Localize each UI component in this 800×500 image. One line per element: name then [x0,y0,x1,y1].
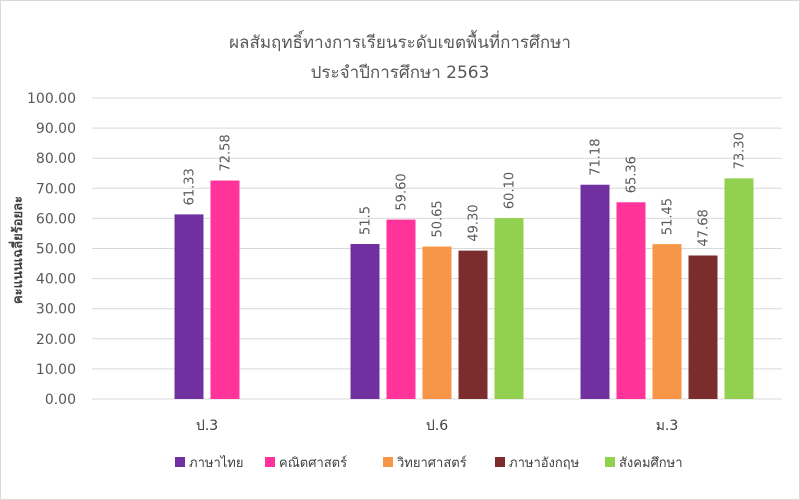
data-label: 73.30 [733,132,748,169]
legend-swatch [605,457,615,467]
y-tick-label: 30.00 [36,302,76,318]
legend-swatch [265,457,275,467]
legend: ภาษาไทย คณิตศาสตร์ วิทยาศาสตร์ ภาษาอังกฤษ สั… [175,455,683,471]
y-tick-label: 0.00 [45,392,76,408]
data-label: 50.65 [431,200,446,237]
category-labels: ป.3 ป.6 ม.3 [196,418,678,434]
data-label: 65.36 [625,156,640,193]
y-tick-label: 70.00 [36,181,76,197]
y-tick-label: 60.00 [36,211,76,227]
bar [350,243,380,399]
bar [580,184,610,399]
y-tick-label: 80.00 [36,151,76,167]
bar [210,180,240,399]
legend-swatch [175,457,185,467]
y-tick-label: 100.00 [27,91,76,107]
legend-label: คณิตศาสตร์ [279,455,347,471]
chart-subtitle: ประจำปีการศึกษา 2563 [311,63,490,83]
data-label: 51.45 [661,198,676,235]
category-label: ป.6 [426,418,448,434]
y-tick-label: 90.00 [36,121,76,137]
data-labels: 61.33 72.58 51.5 59.60 50.65 49.30 60.10 71.18 6… [183,132,748,246]
y-tick-label: 40.00 [36,272,76,288]
legend-label: วิทยาศาสตร์ [396,455,466,471]
data-label: 49.30 [467,204,482,241]
y-axis-label: คะแนนเฉลี่ยร้อยละ [8,196,26,304]
bar [652,244,682,399]
data-label: 51.5 [359,206,374,235]
data-label: 71.18 [589,139,604,176]
legend-label: ภาษาอังกฤษ [509,456,580,471]
bar [494,218,524,399]
legend-swatch [495,457,505,467]
data-label: 61.33 [183,168,198,205]
data-label: 47.68 [697,209,712,246]
y-tick-label: 50.00 [36,242,76,258]
bar [174,214,204,399]
legend-swatch [383,457,393,467]
chart-title: ผลสัมฤทธิ์ทางการเรียนระดับเขตพื้นที่การศ… [229,30,571,53]
data-label: 72.58 [219,134,234,171]
y-tick-label: 20.00 [36,332,76,348]
bars [174,178,754,399]
data-label: 59.60 [395,173,410,210]
bar [724,178,754,399]
bar [386,219,416,399]
category-label: ม.3 [656,418,679,434]
category-label: ป.3 [196,418,218,434]
legend-label: สังคมศึกษา [619,456,683,471]
data-label: 60.10 [503,172,518,209]
y-tick-label: 10.00 [36,362,76,378]
bar [688,255,718,399]
legend-label: ภาษาไทย [189,455,243,471]
bar [458,250,488,399]
bar [616,202,646,399]
bar [422,246,452,399]
y-axis-ticks: 0.00 10.00 20.00 30.00 40.00 50.00 60.00 70.00 8… [27,91,76,408]
